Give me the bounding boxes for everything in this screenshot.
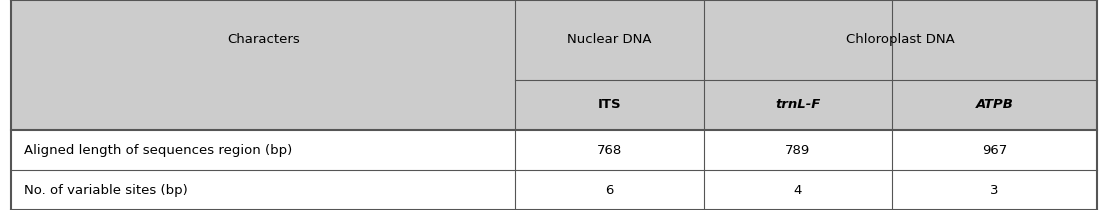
Bar — [11, 80, 515, 130]
Text: trnL-F: trnL-F — [776, 98, 820, 112]
Text: Characters: Characters — [227, 33, 299, 46]
Bar — [704, 170, 892, 210]
Bar — [515, 130, 704, 170]
Text: 768: 768 — [597, 144, 622, 157]
Bar — [11, 170, 515, 210]
Bar — [11, 0, 515, 80]
Text: 4: 4 — [793, 184, 802, 197]
Text: ITS: ITS — [597, 98, 622, 112]
Bar — [892, 170, 1097, 210]
Bar — [892, 130, 1097, 170]
Text: Aligned length of sequences region (bp): Aligned length of sequences region (bp) — [24, 144, 293, 157]
Bar — [11, 130, 515, 170]
Text: Chloroplast DNA: Chloroplast DNA — [845, 33, 955, 46]
Text: 6: 6 — [605, 184, 614, 197]
Bar — [892, 80, 1097, 130]
Text: ATPB: ATPB — [975, 98, 1014, 112]
Bar — [704, 0, 1097, 80]
Bar — [515, 80, 704, 130]
Bar — [515, 0, 704, 80]
Bar — [515, 170, 704, 210]
Text: 789: 789 — [786, 144, 810, 157]
Bar — [704, 80, 892, 130]
Bar — [704, 130, 892, 170]
Text: 3: 3 — [991, 184, 998, 197]
Text: No. of variable sites (bp): No. of variable sites (bp) — [24, 184, 188, 197]
Text: Nuclear DNA: Nuclear DNA — [567, 33, 652, 46]
Text: 967: 967 — [982, 144, 1007, 157]
